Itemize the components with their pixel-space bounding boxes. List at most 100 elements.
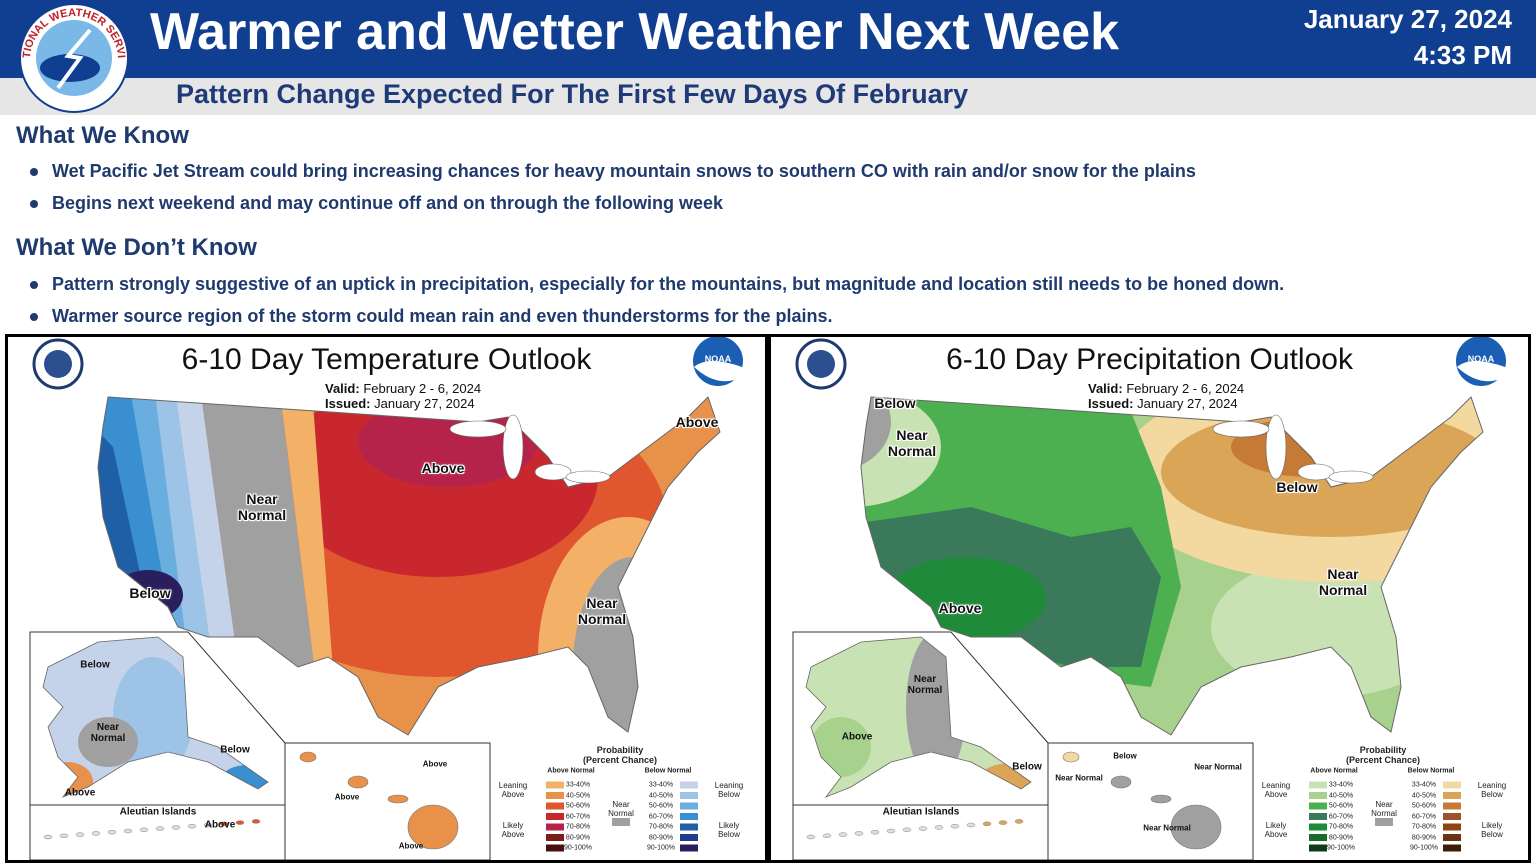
legend-near-normal: Near Normal [608, 800, 634, 818]
legend-swatch [1443, 844, 1461, 852]
aleutian-island [155, 826, 165, 831]
map-label: Near Normal [237, 491, 287, 523]
hawaii-island [1170, 804, 1222, 850]
outlook-region [193, 397, 323, 735]
aleutian-island [982, 821, 992, 827]
map-label: Above [421, 460, 465, 476]
legend-swatch [680, 781, 698, 789]
legend-swatch [546, 781, 564, 789]
legend-swatch [680, 813, 698, 820]
subtitle: Pattern Change Expected For The First Fe… [176, 79, 969, 109]
legend-swatch [680, 844, 698, 852]
date-value: January 27, 2024 [374, 396, 475, 411]
outlook-region [273, 397, 338, 735]
aleutian-island [171, 825, 181, 830]
legend-range: 50-60% [648, 802, 674, 810]
legend-range: 33-40% [1328, 781, 1354, 789]
legend-range: 40-50% [648, 792, 674, 799]
aleutian-box [792, 804, 1049, 860]
noaa-logo-text: NOAA [704, 354, 732, 364]
alaska-outline [805, 636, 1032, 798]
date: January 27, 2024 [1303, 4, 1512, 34]
legend-swatch [1309, 823, 1327, 831]
us-outline [97, 396, 721, 736]
date-label: Issued: [325, 396, 371, 411]
great-lake [534, 463, 572, 481]
legend-swatch [680, 802, 698, 810]
nws-logo: NATIONAL WEATHER SERVICE [10, 0, 129, 113]
aleutian-island [43, 834, 53, 840]
legend-bracket-label: Likely Below [718, 821, 740, 839]
legend-heading: Above Normal [547, 767, 595, 775]
bullet: Wet Pacific Jet Stream could bring incre… [52, 161, 1196, 181]
aleutian-island [854, 831, 864, 836]
temperature-panel: 6-10 Day Temperature Outlook NOAA Valid: F… [5, 334, 768, 863]
hawaii-island [1150, 794, 1172, 804]
commerce-seal-inner [807, 350, 835, 378]
panel-title: 6-10 Day Precipitation Outlook [946, 343, 1353, 376]
section-heading: What We Don’t Know [16, 234, 257, 261]
date-label: Issued: [1088, 396, 1134, 411]
legend-range: 40-50% [1328, 792, 1354, 799]
legend-bracket-label: Likely Above [501, 821, 525, 839]
aleutian-island [966, 822, 976, 828]
aleutian-island [203, 822, 213, 828]
aleutian-island [251, 819, 261, 824]
legend-title: Probability [596, 745, 644, 755]
hawaii-island [299, 751, 317, 763]
commerce-seal-inner [44, 350, 72, 378]
valid-line: Valid: February 2 - 6, 2024 [325, 381, 481, 396]
map-label: Near Normal [577, 595, 627, 627]
aleutian-island [1014, 819, 1024, 824]
legend-swatch [612, 818, 630, 826]
legend-range: 33-40% [1411, 781, 1437, 789]
legend-range: 60-70% [1411, 813, 1437, 820]
legend-range: 40-50% [1411, 792, 1437, 799]
aleutian-title: Aleutian Islands [119, 806, 197, 818]
map-label: Below [129, 585, 171, 601]
alaska-outline [42, 636, 269, 798]
map-label: Below [1276, 479, 1318, 495]
alaska-label: Below [80, 659, 110, 671]
legend-near-normal: Near Normal [1371, 800, 1397, 818]
legend-swatch [546, 834, 564, 841]
map-label: Near Normal [887, 427, 937, 459]
title: Warmer and Wetter Weather Next Week [150, 3, 1120, 61]
legend-bracket-label: Leaning Below [714, 781, 744, 799]
hawaii-label: Above [398, 841, 424, 851]
date-value: February 2 - 6, 2024 [1126, 381, 1245, 396]
time: 4:33 PM [1413, 40, 1512, 70]
legend-range: 90-100% [646, 844, 676, 852]
great-lake [449, 420, 507, 438]
subtitle-bar [0, 78, 1536, 115]
legend-range: 90-100% [1409, 844, 1439, 852]
valid-line: Valid: February 2 - 6, 2024 [1088, 381, 1244, 396]
legend-range: 80-90% [1411, 834, 1437, 841]
legend-bracket-label: Leaning Above [1261, 781, 1291, 799]
logo-cloud [40, 54, 100, 82]
aleutian-island [950, 823, 960, 829]
aleutian-title: Aleutian Islands [882, 806, 960, 818]
issued-line: Issued: January 27, 2024 [1088, 396, 1238, 411]
legend-range: 40-50% [565, 792, 591, 799]
aleutian-island [235, 820, 245, 825]
bullet-dot [30, 200, 38, 208]
legend-range: 70-80% [1411, 823, 1437, 831]
aleutian-island [902, 827, 912, 833]
bullet: Pattern strongly suggestive of an uptick… [52, 274, 1285, 294]
legend-range: 60-70% [1328, 813, 1354, 820]
legend-swatch [1443, 802, 1461, 810]
legend-swatch [1309, 834, 1327, 841]
hawaii-box [1047, 742, 1254, 860]
alaska-label: Below [1012, 761, 1042, 773]
great-lake [1328, 470, 1374, 484]
legend-bracket-label: Likely Below [1481, 821, 1503, 839]
hawaii-island [347, 775, 369, 789]
legend-range: 33-40% [648, 781, 674, 789]
bullet: Warmer source region of the storm could … [52, 306, 833, 326]
alaska-label: Near Normal [90, 722, 126, 744]
section-heading: What We Know [16, 122, 189, 149]
legend-bracket-label: Likely Above [1264, 821, 1288, 839]
panel-title: 6-10 Day Temperature Outlook [181, 343, 592, 376]
